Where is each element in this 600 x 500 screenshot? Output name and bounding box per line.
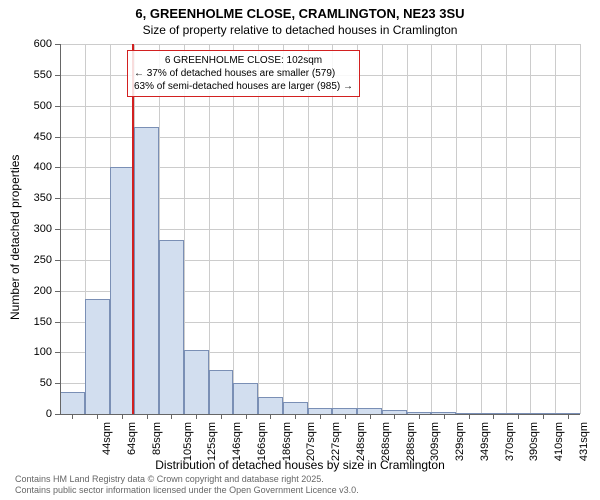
- annotation-line3: 63% of semi-detached houses are larger (…: [134, 80, 353, 93]
- histogram-bar: [209, 370, 234, 414]
- footer-line2: Contains public sector information licen…: [15, 485, 359, 496]
- x-axis-label: Distribution of detached houses by size …: [0, 458, 600, 472]
- footer-line1: Contains HM Land Registry data © Crown c…: [15, 474, 359, 485]
- y-tick-label: 550: [20, 69, 52, 81]
- gridline-v: [357, 44, 358, 414]
- histogram-bar: [283, 402, 308, 414]
- gridline-v: [580, 44, 581, 414]
- chart-title: 6, GREENHOLME CLOSE, CRAMLINGTON, NE23 3…: [0, 0, 600, 21]
- y-tick-label: 150: [20, 316, 52, 328]
- annotation-line2: ← 37% of detached houses are smaller (57…: [134, 67, 353, 80]
- gridline-v: [555, 44, 556, 414]
- annotation-box: 6 GREENHOLME CLOSE: 102sqm← 37% of detac…: [127, 50, 360, 97]
- gridline-v: [308, 44, 309, 414]
- x-tick-label: 370sqm: [504, 422, 516, 461]
- y-tick-label: 50: [20, 377, 52, 389]
- y-tick-label: 0: [20, 408, 52, 420]
- chart-container: 6, GREENHOLME CLOSE, CRAMLINGTON, NE23 3…: [0, 0, 600, 500]
- gridline-v: [407, 44, 408, 414]
- y-tick-label: 400: [20, 161, 52, 173]
- x-axis-line: [60, 414, 580, 415]
- gridline-v: [506, 44, 507, 414]
- y-tick-label: 600: [20, 38, 52, 50]
- gridline-h: [60, 106, 580, 107]
- histogram-bar: [85, 299, 110, 414]
- gridline-v: [456, 44, 457, 414]
- y-tick-label: 250: [20, 254, 52, 266]
- x-tick-label: 146sqm: [231, 422, 243, 461]
- histogram-bar: [159, 240, 184, 414]
- x-tick-label: 248sqm: [355, 422, 367, 461]
- y-tick-label: 300: [20, 223, 52, 235]
- x-tick-label: 431sqm: [578, 422, 590, 461]
- x-tick-label: 105sqm: [182, 422, 194, 461]
- gridline-v: [332, 44, 333, 414]
- histogram-bar: [60, 392, 85, 414]
- gridline-v: [481, 44, 482, 414]
- histogram-bar: [233, 383, 258, 414]
- y-tick-label: 200: [20, 285, 52, 297]
- histogram-bar: [134, 127, 159, 414]
- footer-attribution: Contains HM Land Registry data © Crown c…: [15, 474, 359, 496]
- x-tick-label: 207sqm: [306, 422, 318, 461]
- y-tick-label: 500: [20, 100, 52, 112]
- x-tick-label: 288sqm: [405, 422, 417, 461]
- gridline-v: [209, 44, 210, 414]
- plot-area: 05010015020025030035040045050055060044sq…: [60, 44, 580, 414]
- histogram-bar: [110, 167, 135, 414]
- gridline-v: [431, 44, 432, 414]
- x-tick-label: 410sqm: [553, 422, 565, 461]
- x-tick-label: 329sqm: [454, 422, 466, 461]
- gridline-v: [530, 44, 531, 414]
- y-tick-label: 450: [20, 131, 52, 143]
- x-tick-label: 186sqm: [281, 422, 293, 461]
- annotation-line1: 6 GREENHOLME CLOSE: 102sqm: [134, 54, 353, 67]
- x-tick-label: 125sqm: [207, 422, 219, 461]
- subject-marker-line: [132, 44, 134, 414]
- gridline-v: [258, 44, 259, 414]
- x-tick-label: 309sqm: [429, 422, 441, 461]
- histogram-bar: [184, 350, 209, 414]
- histogram-bar: [258, 397, 283, 414]
- gridline-v: [382, 44, 383, 414]
- x-tick-label: 349sqm: [479, 422, 491, 461]
- x-tick-label: 85sqm: [151, 422, 163, 455]
- x-tick-label: 268sqm: [380, 422, 392, 461]
- gridline-h: [60, 44, 580, 45]
- y-tick-label: 350: [20, 192, 52, 204]
- x-tick-label: 64sqm: [126, 422, 138, 455]
- x-tick-label: 44sqm: [101, 422, 113, 455]
- x-tick-label: 227sqm: [330, 422, 342, 461]
- y-axis-line: [60, 44, 61, 414]
- gridline-v: [283, 44, 284, 414]
- x-tick-label: 390sqm: [528, 422, 540, 461]
- chart-subtitle: Size of property relative to detached ho…: [0, 21, 600, 37]
- gridline-v: [233, 44, 234, 414]
- x-tick-label: 166sqm: [256, 422, 268, 461]
- y-tick-label: 100: [20, 346, 52, 358]
